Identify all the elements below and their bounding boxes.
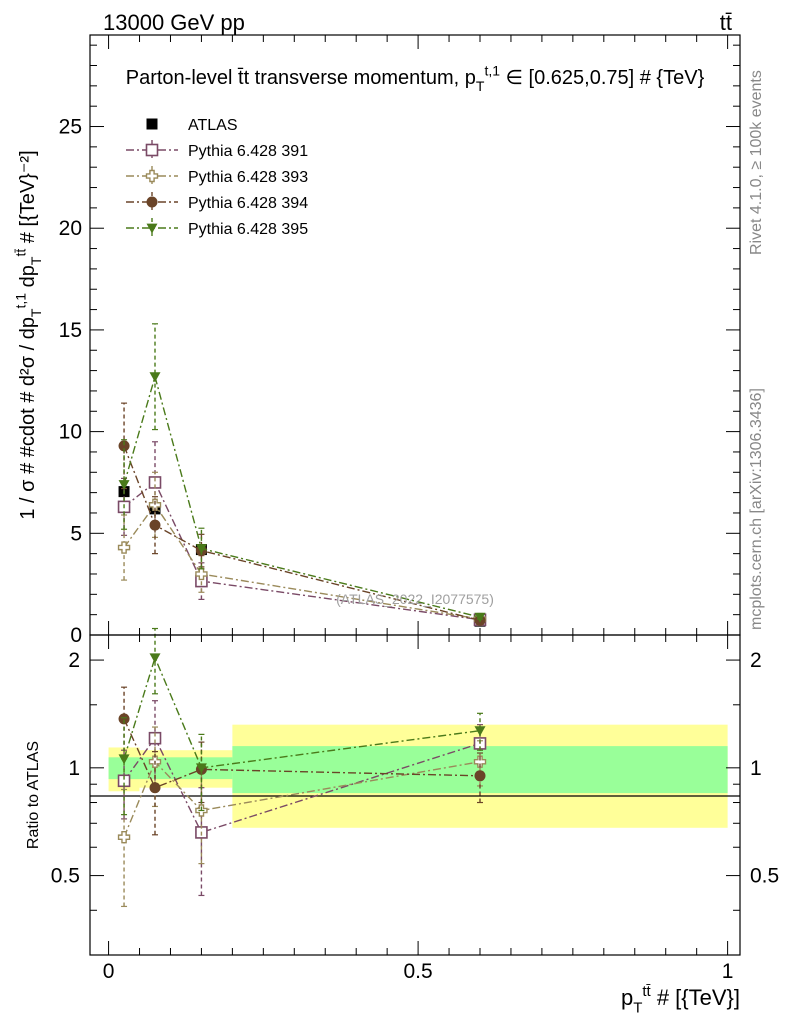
data-marker [149, 519, 161, 531]
legend-label: Pythia 6.428 395 [188, 221, 308, 238]
data-marker [145, 143, 159, 157]
ratio-y-tick-label-right: 1 [750, 757, 762, 780]
legend-label: ATLAS [188, 117, 238, 134]
data-marker [149, 782, 161, 794]
data-marker [146, 118, 158, 130]
y-axis-label: 1 / σ # #cdot # d²σ / dpTt,1 dpTtt̄ # [{… [13, 150, 44, 519]
data-marker [118, 754, 130, 765]
data-marker [474, 612, 486, 623]
ratio-series-line [123, 655, 481, 769]
x-tick-label: 0.5 [403, 960, 432, 983]
data-marker [118, 440, 130, 452]
legend-label: Pythia 6.428 394 [188, 195, 308, 212]
mcplots-label: mcplots.cern.ch [arXiv:1306.3436] [748, 388, 765, 630]
data-marker [146, 223, 158, 234]
ratio-y-tick-label-left: 1 [68, 757, 80, 780]
ratio-y-tick-label-right: 2 [750, 649, 762, 672]
data-marker [118, 713, 130, 725]
series-line [123, 503, 481, 620]
data-marker [474, 726, 486, 737]
y-tick-label: 25 [59, 116, 82, 139]
data-marker [118, 480, 130, 490]
ratio-panel-series [117, 627, 487, 908]
ratio-y-tick-label-right: 0.5 [750, 865, 779, 888]
x-tick-label: 0 [103, 960, 115, 983]
data-marker [145, 169, 159, 183]
ratio-panel-axes: 0.5 0.5 1 1 2 2 0 0.5 1 [51, 635, 779, 983]
series-line [123, 481, 481, 621]
header-right: tt̄ [720, 10, 732, 35]
ratio-y-tick-label-left: 0.5 [51, 865, 80, 888]
data-marker [195, 567, 208, 581]
header-left: 13000 GeV pp [103, 10, 245, 35]
analysis-watermark: (ATLAS_2022_I2077575) [336, 591, 494, 607]
ratio-panel-frame [89, 634, 741, 956]
ratio-y-tick-label-left: 2 [68, 649, 80, 672]
data-marker [149, 372, 161, 383]
main-panel-series [117, 323, 487, 627]
ratio-series-line [123, 718, 481, 789]
data-marker [474, 770, 486, 782]
legend: ATLAS Pythia 6.428 391 Pythia 6.428 393 Pyt… [126, 117, 308, 238]
x-tick-label: 1 [722, 960, 734, 983]
data-marker [117, 541, 131, 554]
legend-label: Pythia 6.428 393 [188, 169, 308, 186]
data-marker [149, 653, 161, 664]
data-marker [195, 763, 207, 774]
data-marker [146, 196, 158, 208]
data-marker [195, 544, 207, 555]
y-tick-label: 5 [70, 522, 82, 545]
x-axis-label: pTtt̄ # [{TeV}] [621, 983, 740, 1017]
rivet-label: Rivet 4.1.0, ≥ 100k events [748, 70, 765, 255]
y-tick-label: 20 [59, 217, 82, 240]
ratio-y-axis-label: Ratio to ATLAS [25, 741, 42, 849]
ratio-series-line [123, 760, 481, 838]
ratio-series-1 [117, 726, 487, 908]
main-panel-axes: 0 5 10 15 20 25 [59, 35, 740, 647]
series-line [123, 374, 481, 618]
y-tick-label: 15 [59, 319, 82, 342]
chart-title: Parton-level t̄t transverse momentum, pT… [126, 63, 705, 94]
data-marker [148, 498, 162, 512]
data-marker [117, 831, 131, 844]
data-marker [473, 755, 487, 768]
y-tick-label: 0 [70, 624, 82, 647]
y-tick-label: 10 [59, 421, 82, 444]
ratio-series-3 [118, 627, 486, 816]
series-4 [118, 323, 486, 623]
legend-label: Pythia 6.428 391 [188, 143, 308, 160]
